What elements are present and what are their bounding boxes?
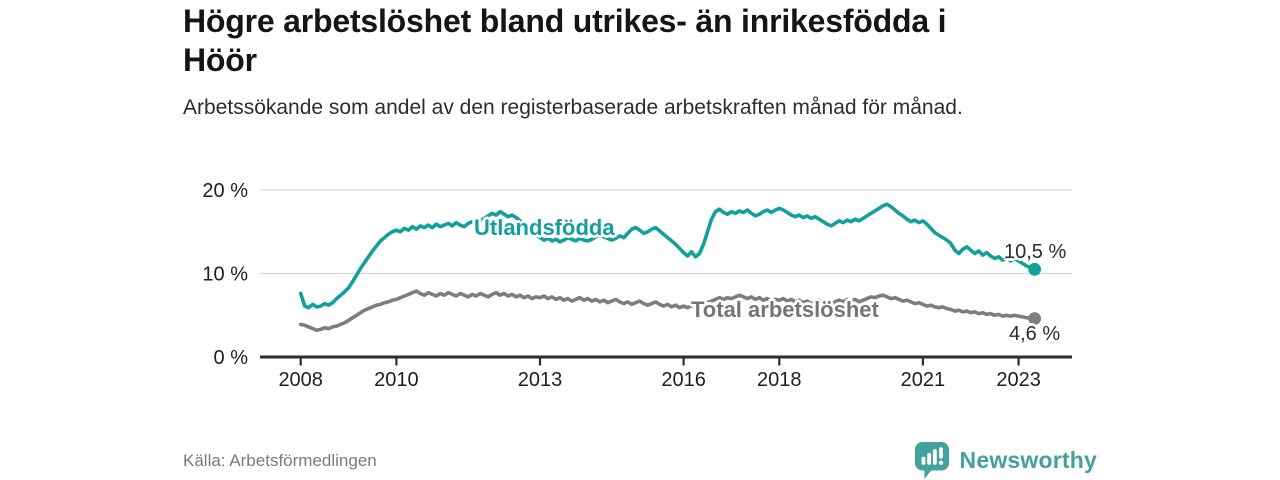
newsworthy-logo: Newsworthy — [913, 440, 1097, 480]
y-tick-label: 0 % — [214, 347, 249, 369]
page-title: Högre arbetslöshet bland utrikes- än inr… — [183, 3, 947, 78]
x-tick-label: 2016 — [661, 369, 706, 391]
y-tick-label: 10 % — [202, 264, 248, 286]
page-subtitle: Arbetssökande som andel av den registerb… — [183, 96, 963, 119]
x-tick-label: 2018 — [757, 369, 802, 391]
x-tick-label: 2021 — [901, 369, 946, 391]
series-end-dot — [1028, 262, 1041, 276]
x-tick-label: 2010 — [374, 369, 419, 391]
source-text: Källa: Arbetsförmedlingen — [183, 451, 377, 470]
newsworthy-logo-icon — [914, 441, 949, 480]
end-value-label-utlandsfodda: 10,5 % — [1004, 241, 1067, 263]
series-end-dot — [1028, 312, 1041, 325]
x-tick-label: 2008 — [278, 369, 323, 391]
series-line — [298, 289, 1037, 333]
series-label-total-arbetsloshet: Total arbetslöshet — [691, 297, 879, 322]
x-tick-label: 2023 — [996, 369, 1041, 391]
series-label-utlandsfodda: Utlandsfödda — [474, 215, 615, 240]
end-value-label-total: 4,6 % — [1009, 323, 1061, 345]
series-line — [298, 202, 1037, 310]
x-tick-label: 2013 — [518, 369, 563, 391]
brand-name: Newsworthy — [959, 447, 1097, 473]
y-tick-label: 20 % — [202, 180, 248, 202]
